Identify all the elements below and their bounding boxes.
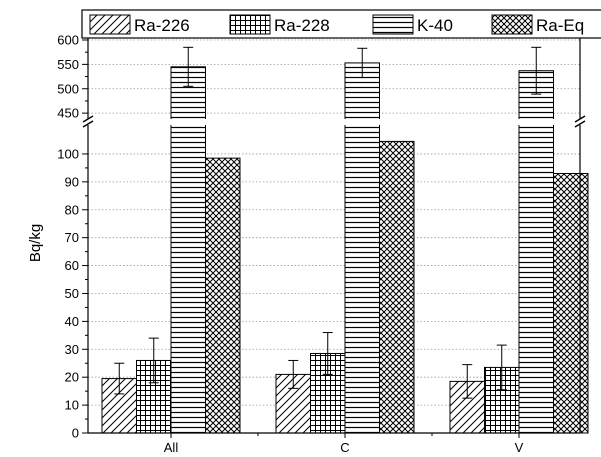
legend-label: Ra-228 <box>274 16 330 35</box>
legend-swatch-ra-eq <box>491 14 533 35</box>
legend-swatch-k-40 <box>372 14 414 35</box>
y-tick-label: 90 <box>65 174 79 189</box>
y-tick-label: 70 <box>65 230 79 245</box>
bar-ra-eq <box>205 157 241 434</box>
bar-k-40 <box>344 119 380 434</box>
y-tick-label: 30 <box>65 342 79 357</box>
legend-label: Ra-Eq <box>536 16 584 35</box>
bar-k-40 <box>518 119 554 434</box>
axes <box>74 10 596 438</box>
tick-labels: 0 10 20 30 40 50 60 70 80 90 100 450 500 550 600 All C V <box>57 33 523 456</box>
bar-k-40 <box>170 119 206 434</box>
axis-break-gap <box>74 119 596 125</box>
y-tick-label: 600 <box>57 33 79 48</box>
bars <box>101 46 589 434</box>
y-tick-label: 40 <box>65 314 79 329</box>
legend-swatch-ra-228 <box>229 14 271 35</box>
y-tick-label: 20 <box>65 370 79 385</box>
bar-ra-eq <box>379 140 415 434</box>
x-tick-label: V <box>515 440 524 455</box>
legend-swatch-ra-226 <box>89 14 131 35</box>
y-tick-label: 80 <box>65 202 79 217</box>
y-axis-title: Bq/kg <box>27 224 44 262</box>
x-tick-label: All <box>164 440 179 455</box>
x-tick-label: C <box>340 440 349 455</box>
y-tick-label: 500 <box>57 81 79 96</box>
y-tick-label: 10 <box>65 398 79 413</box>
y-tick-label: 100 <box>57 146 79 161</box>
y-tick-label: 50 <box>65 286 79 301</box>
legend: Ra-226 Ra-228 K-40 Ra-Eq <box>81 9 601 39</box>
y-tick-label: 0 <box>72 426 79 441</box>
y-tick-label: 550 <box>57 57 79 72</box>
legend-label: K-40 <box>417 16 453 35</box>
gridlines <box>88 39 580 406</box>
legend-label: Ra-226 <box>134 16 190 35</box>
y-tick-label: 60 <box>65 258 79 273</box>
y-tick-label: 450 <box>57 106 79 121</box>
bar-ra-eq <box>553 172 589 434</box>
